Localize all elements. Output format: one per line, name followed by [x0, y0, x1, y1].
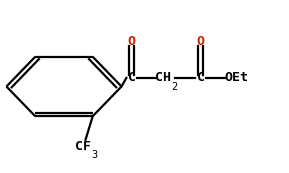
- Text: CH: CH: [155, 71, 171, 84]
- Text: C: C: [127, 71, 136, 84]
- Text: C: C: [197, 71, 205, 84]
- Text: O: O: [127, 35, 136, 48]
- Text: O: O: [197, 35, 205, 48]
- Text: 2: 2: [172, 81, 178, 92]
- Text: 3: 3: [91, 150, 97, 160]
- Text: OEt: OEt: [225, 71, 249, 84]
- Text: CF: CF: [75, 140, 91, 153]
